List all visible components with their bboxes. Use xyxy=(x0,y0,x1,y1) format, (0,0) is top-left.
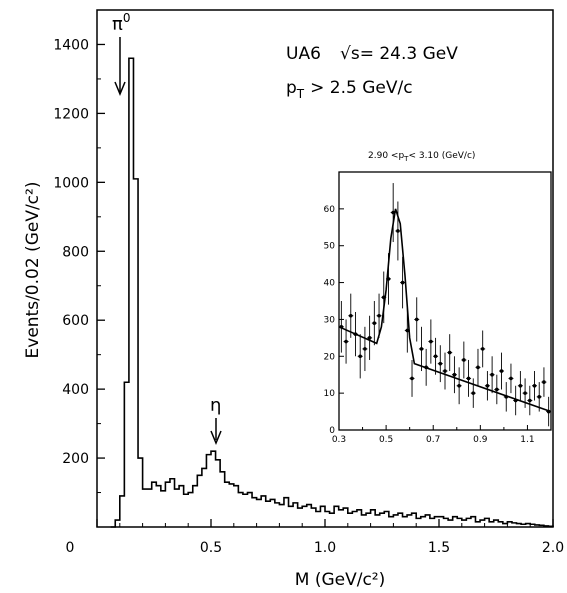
inset-data-point xyxy=(433,337,439,375)
inset-data-point xyxy=(484,371,490,401)
inset-data-point xyxy=(348,293,354,338)
inset-title: 2.90 <pT< 3.10 (GeV/c) xyxy=(368,151,475,163)
y-tick-label: 200 xyxy=(62,451,89,467)
inset-data-point xyxy=(357,334,363,379)
inset-y-tick-label: 40 xyxy=(324,279,336,289)
x-tick-label: 1.0 xyxy=(314,540,336,556)
inset-x-tick-label: 1.1 xyxy=(520,435,534,445)
inset-data-point xyxy=(437,345,443,383)
inset-data-point xyxy=(414,297,420,342)
inset-data-point xyxy=(470,378,476,408)
inset-y-tick-label: 30 xyxy=(324,315,336,325)
pi0-peak-label: π0 xyxy=(112,11,130,35)
histogram-series xyxy=(110,57,554,528)
y-axis-label: Events/0.02 (GeV/c²) xyxy=(23,182,43,359)
inset-x-tick-label: 0.5 xyxy=(379,435,393,445)
y-tick-label: 1000 xyxy=(53,175,89,191)
inset-data-point xyxy=(395,201,401,261)
energy-label: √s= 24.3 GeV xyxy=(340,44,458,64)
inset-background xyxy=(338,170,552,430)
y-tick-label: 1200 xyxy=(53,106,89,122)
inset-data-point xyxy=(400,256,406,309)
eta-arrow xyxy=(210,418,222,445)
inset-data-point xyxy=(451,356,457,394)
inset-y-tick-label: 20 xyxy=(324,352,336,362)
inset-data-point xyxy=(480,330,486,368)
inset-data-point xyxy=(418,326,424,372)
inset-data-point xyxy=(475,348,481,386)
y-tick-label: 1400 xyxy=(53,37,89,53)
y-tick-label: 600 xyxy=(62,313,89,329)
x-axis-label: M (GeV/c²) xyxy=(295,570,386,590)
inset-data-points xyxy=(338,183,552,427)
inset-data-point xyxy=(367,315,373,360)
inset-data-point xyxy=(517,371,523,401)
pi0-arrow xyxy=(114,37,126,96)
inset-data-point xyxy=(442,352,448,390)
inset-data-point xyxy=(499,352,505,390)
inset-data-point xyxy=(508,363,514,394)
inset-x-tick-label: 0.7 xyxy=(426,435,440,445)
inset-y-tick-label: 60 xyxy=(324,205,336,215)
inset-data-point xyxy=(466,359,472,397)
inset-data-point xyxy=(527,385,533,416)
inset-y-tick-label: 0 xyxy=(329,426,335,436)
inset-fit-curve xyxy=(338,208,552,413)
pt-cut-label: pT > 2.5 GeV/c xyxy=(286,78,413,101)
inset-data-point xyxy=(541,367,547,397)
x-tick-label: 0.5 xyxy=(200,540,222,556)
inset-data-point xyxy=(494,374,500,405)
x-tick-label: 0 xyxy=(66,540,75,556)
inset-data-point xyxy=(343,319,349,364)
inset-data-point xyxy=(489,356,495,394)
x-tick-label: 2.0 xyxy=(542,540,564,556)
inset-data-point xyxy=(456,367,462,405)
inset-x-tick-label: 0.3 xyxy=(332,435,346,445)
inset-plot-frame xyxy=(338,171,552,431)
experiment-label: UA6 xyxy=(286,44,321,64)
inset-data-point xyxy=(447,334,453,372)
inset-data-point xyxy=(371,301,377,346)
inset-data-point xyxy=(461,341,467,379)
inset-data-point xyxy=(409,359,415,397)
inset-data-point xyxy=(376,293,382,338)
inset-data-point xyxy=(428,319,434,364)
y-tick-label: 800 xyxy=(62,244,89,260)
eta-peak-label: η xyxy=(210,395,221,416)
inset-data-point xyxy=(362,326,368,372)
x-tick-label: 1.5 xyxy=(428,540,450,556)
inset-x-tick-label: 0.9 xyxy=(473,435,488,445)
inset-y-tick-label: 50 xyxy=(324,242,336,252)
inset-data-point xyxy=(532,371,538,401)
y-tick-label: 400 xyxy=(62,382,89,398)
inset-y-tick-label: 10 xyxy=(324,389,336,399)
